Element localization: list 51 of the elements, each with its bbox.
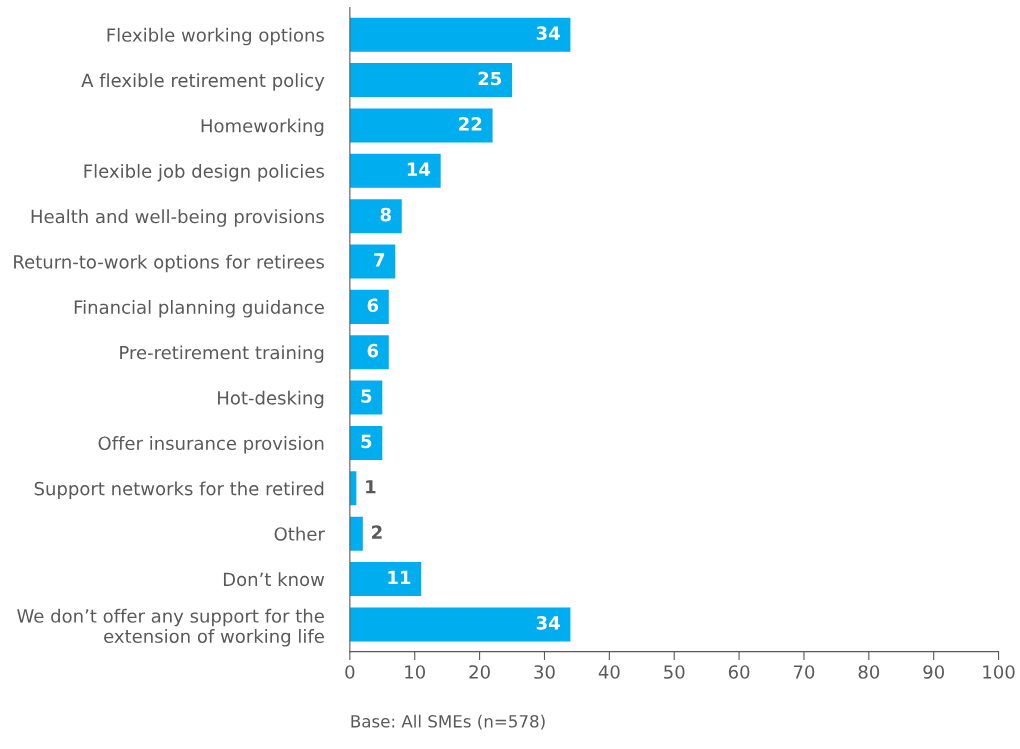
y-tick-label: Financial planning guidance xyxy=(74,300,324,318)
y-tick-label: Don’t know xyxy=(223,572,325,587)
x-tick-label: 30 xyxy=(534,665,555,679)
x-tick-label: 10 xyxy=(405,665,426,679)
y-tick-label: Other xyxy=(274,526,325,541)
data-label: 7 xyxy=(374,253,385,267)
data-label: 34 xyxy=(536,615,560,630)
x-tick-label: 90 xyxy=(923,665,944,679)
x-tick-label: 80 xyxy=(858,665,880,679)
y-tick-label: We don’t offer any support for the extension of working life xyxy=(17,608,324,647)
x-tick-label: 20 xyxy=(469,665,490,679)
y-tick-label: A flexible retirement policy xyxy=(81,73,325,91)
x-tick-label: 70 xyxy=(793,665,815,679)
data-label: 5 xyxy=(361,389,372,403)
y-tick-label: Homeworking xyxy=(201,118,324,137)
y-tick-label: Health and well-being provisions xyxy=(31,209,324,227)
data-label: 11 xyxy=(388,570,411,585)
data-label: 34 xyxy=(536,26,560,40)
bar xyxy=(349,335,389,370)
bar xyxy=(349,108,493,143)
data-label: 1 xyxy=(366,480,376,494)
data-label: 14 xyxy=(407,162,431,176)
x-tick-label: 60 xyxy=(728,665,750,679)
x-tick-label: 100 xyxy=(983,665,1015,679)
bar xyxy=(349,199,402,234)
data-label: 6 xyxy=(367,298,379,313)
bar xyxy=(349,607,571,642)
data-label: 22 xyxy=(459,117,482,131)
data-label: 25 xyxy=(478,71,502,86)
x-tick-label: 50 xyxy=(664,665,685,679)
y-tick-label: Return-to-work options for retirees xyxy=(14,254,324,273)
x-tick-label: 0 xyxy=(345,665,355,679)
y-tick-label: Flexible job design policies xyxy=(84,163,324,182)
bar xyxy=(349,153,441,188)
x-tick-label: 40 xyxy=(598,665,620,679)
bar xyxy=(349,17,571,52)
bar xyxy=(349,562,422,597)
data-label: 6 xyxy=(367,343,379,358)
y-tick-label: Pre-retirement training xyxy=(120,345,324,363)
y-tick-label: Support networks for the retired xyxy=(34,481,324,499)
y-tick-label: Offer insurance provision xyxy=(98,436,324,454)
y-tick-label: Hot-desking xyxy=(218,390,324,409)
data-label: 5 xyxy=(361,434,372,449)
bar xyxy=(349,244,396,279)
data-label: 8 xyxy=(380,207,391,222)
bar xyxy=(349,63,513,98)
y-tick-label: Flexible working options xyxy=(107,27,324,46)
data-label: 2 xyxy=(372,525,382,539)
bar xyxy=(349,289,389,324)
text: Base: All SMEs (n=578) xyxy=(351,714,545,730)
bar xyxy=(349,516,363,551)
